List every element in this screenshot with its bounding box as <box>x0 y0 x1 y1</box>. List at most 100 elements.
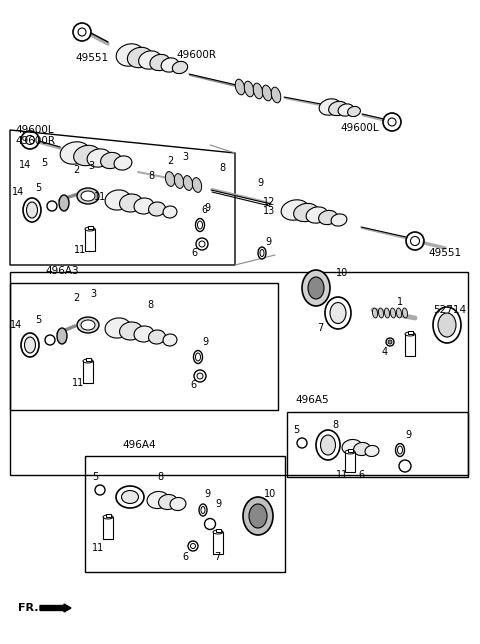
Text: 4: 4 <box>382 347 388 357</box>
Text: 8: 8 <box>147 300 153 310</box>
Ellipse shape <box>116 44 144 66</box>
Text: 11: 11 <box>94 192 106 202</box>
Text: 10: 10 <box>264 489 276 499</box>
Ellipse shape <box>183 176 192 191</box>
Text: 9: 9 <box>215 499 221 509</box>
Bar <box>83 361 93 383</box>
Ellipse shape <box>101 153 121 169</box>
Text: 6: 6 <box>191 248 197 258</box>
Ellipse shape <box>81 320 95 330</box>
Ellipse shape <box>372 308 378 318</box>
Ellipse shape <box>116 486 144 508</box>
Text: 49600L: 49600L <box>15 125 54 135</box>
Bar <box>103 517 113 539</box>
Ellipse shape <box>330 303 346 323</box>
Ellipse shape <box>73 146 100 166</box>
Text: 9: 9 <box>202 337 208 347</box>
Ellipse shape <box>302 270 330 306</box>
Ellipse shape <box>281 200 309 220</box>
Ellipse shape <box>165 171 175 186</box>
Text: 496A5: 496A5 <box>295 395 329 405</box>
Ellipse shape <box>433 307 461 343</box>
Ellipse shape <box>348 106 360 117</box>
Ellipse shape <box>77 188 99 204</box>
Ellipse shape <box>396 308 402 318</box>
Ellipse shape <box>192 178 202 193</box>
Ellipse shape <box>85 227 95 231</box>
Bar <box>213 532 223 554</box>
Ellipse shape <box>148 202 166 216</box>
Bar <box>405 334 415 356</box>
Text: 13: 13 <box>263 206 275 216</box>
Ellipse shape <box>329 101 348 116</box>
Ellipse shape <box>193 350 203 363</box>
Text: 11: 11 <box>72 378 84 388</box>
Text: 9: 9 <box>204 203 210 213</box>
Text: 6: 6 <box>182 552 188 562</box>
Text: 2: 2 <box>73 165 79 175</box>
Ellipse shape <box>158 495 178 509</box>
Text: 14: 14 <box>10 320 22 330</box>
Ellipse shape <box>87 149 111 167</box>
Ellipse shape <box>306 207 328 223</box>
Ellipse shape <box>338 104 354 116</box>
Ellipse shape <box>59 195 69 211</box>
Ellipse shape <box>378 308 384 318</box>
Ellipse shape <box>163 334 177 346</box>
Text: 7: 7 <box>317 323 323 333</box>
Text: 6: 6 <box>358 470 364 480</box>
Bar <box>85 229 95 251</box>
Ellipse shape <box>127 47 153 68</box>
Ellipse shape <box>21 333 39 357</box>
Ellipse shape <box>397 446 403 454</box>
Ellipse shape <box>60 142 90 164</box>
Text: 49551: 49551 <box>75 53 108 63</box>
Ellipse shape <box>262 85 272 101</box>
Circle shape <box>388 340 392 344</box>
Text: 11: 11 <box>92 543 104 553</box>
Text: 8: 8 <box>148 171 154 181</box>
Ellipse shape <box>161 58 179 72</box>
Ellipse shape <box>319 99 341 115</box>
Ellipse shape <box>172 61 188 73</box>
Ellipse shape <box>260 249 264 256</box>
Ellipse shape <box>244 81 254 97</box>
Text: 8: 8 <box>157 472 163 482</box>
Ellipse shape <box>120 194 143 212</box>
Text: 9: 9 <box>265 237 271 247</box>
Ellipse shape <box>402 308 408 318</box>
Ellipse shape <box>271 87 281 103</box>
Ellipse shape <box>139 51 161 69</box>
Text: 3: 3 <box>90 289 96 299</box>
Ellipse shape <box>384 308 390 318</box>
Text: FR.: FR. <box>18 603 38 613</box>
Ellipse shape <box>197 221 203 229</box>
Ellipse shape <box>253 83 263 99</box>
Ellipse shape <box>121 491 139 504</box>
Bar <box>348 449 352 452</box>
Bar <box>106 514 110 517</box>
Text: 496A4: 496A4 <box>122 440 156 450</box>
Ellipse shape <box>319 211 337 225</box>
Ellipse shape <box>195 218 204 231</box>
Ellipse shape <box>365 446 379 457</box>
Ellipse shape <box>342 439 362 455</box>
Text: 10: 10 <box>336 268 348 278</box>
Bar <box>345 452 355 472</box>
Ellipse shape <box>83 359 93 363</box>
Bar <box>85 358 91 361</box>
Text: 9: 9 <box>405 430 411 440</box>
Text: 5: 5 <box>35 315 41 325</box>
Text: 11: 11 <box>74 245 86 255</box>
Ellipse shape <box>321 435 336 455</box>
Text: 52714: 52714 <box>433 305 467 315</box>
Ellipse shape <box>148 330 166 344</box>
Ellipse shape <box>174 174 184 189</box>
Ellipse shape <box>120 322 143 340</box>
Ellipse shape <box>294 204 318 222</box>
Text: 9: 9 <box>257 178 263 188</box>
Ellipse shape <box>213 530 223 534</box>
Ellipse shape <box>57 328 67 344</box>
Ellipse shape <box>258 247 266 259</box>
Bar <box>87 226 93 229</box>
